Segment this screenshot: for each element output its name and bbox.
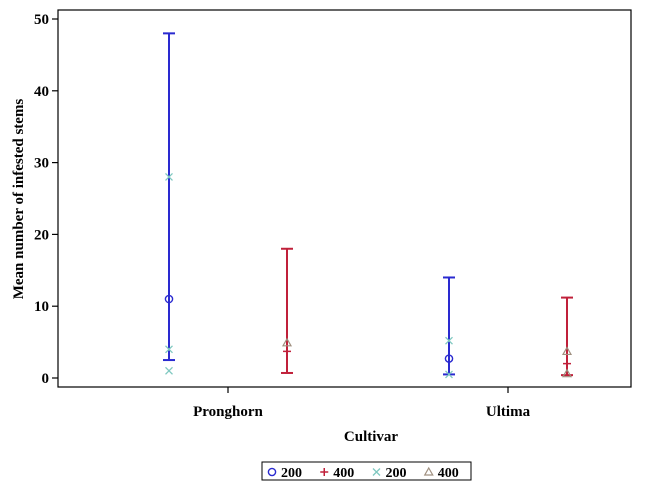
legend-label-2: 200	[386, 466, 407, 481]
legend-marker-2	[372, 468, 381, 476]
legend-label-0: 200	[281, 466, 302, 481]
legend-box	[261, 461, 472, 481]
plot-border	[57, 9, 632, 388]
point-2-ultima-1	[445, 336, 453, 345]
mean-point-0-pronghorn	[164, 294, 174, 304]
point-2-pronghorn-2	[165, 173, 173, 181]
mean-point-0-ultima	[444, 354, 454, 363]
y-axis-title: Mean number of infested stems	[11, 99, 27, 300]
legend: 200 400 200 400	[261, 461, 472, 481]
y-axis: 0 10 20 30 40 50	[34, 12, 58, 387]
series-1-plus	[281, 247, 573, 377]
plot-frame	[57, 9, 632, 388]
point-2-pronghorn-0	[165, 366, 173, 375]
chart-marks	[163, 32, 573, 379]
point-2-pronghorn-1	[165, 345, 173, 354]
y-tick-label-50: 50	[34, 12, 49, 28]
legend-marker-3	[423, 466, 434, 476]
x-axis-title: Cultivar	[344, 429, 399, 445]
y-tick-label-0: 0	[42, 371, 50, 387]
point-3-ultima-0	[561, 368, 573, 378]
mean-point-1-ultima	[563, 359, 571, 368]
legend-label-1: 400	[333, 466, 354, 481]
x-axis: Pronghorn Ultima	[193, 387, 531, 420]
legend-label-3: 400	[438, 466, 459, 481]
legend-marker-1	[320, 468, 329, 476]
series-2-x	[165, 173, 453, 379]
y-tick-label-20: 20	[34, 227, 49, 243]
point-3-pronghorn-0	[281, 337, 293, 347]
y-tick-label-40: 40	[34, 84, 49, 100]
x-tick-label-pronghorn: Pronghorn	[193, 404, 263, 420]
y-tick-label-30: 30	[34, 156, 49, 172]
point-2-ultima-0	[445, 370, 453, 379]
series-0-circle	[163, 32, 455, 376]
y-tick-label-10: 10	[34, 299, 49, 315]
x-tick-label-ultima: Ultima	[486, 404, 531, 420]
series-3-triangle	[281, 337, 573, 378]
legend-marker-0	[267, 467, 277, 477]
mean-point-1-pronghorn	[283, 347, 291, 356]
point-3-ultima-1	[561, 346, 573, 356]
